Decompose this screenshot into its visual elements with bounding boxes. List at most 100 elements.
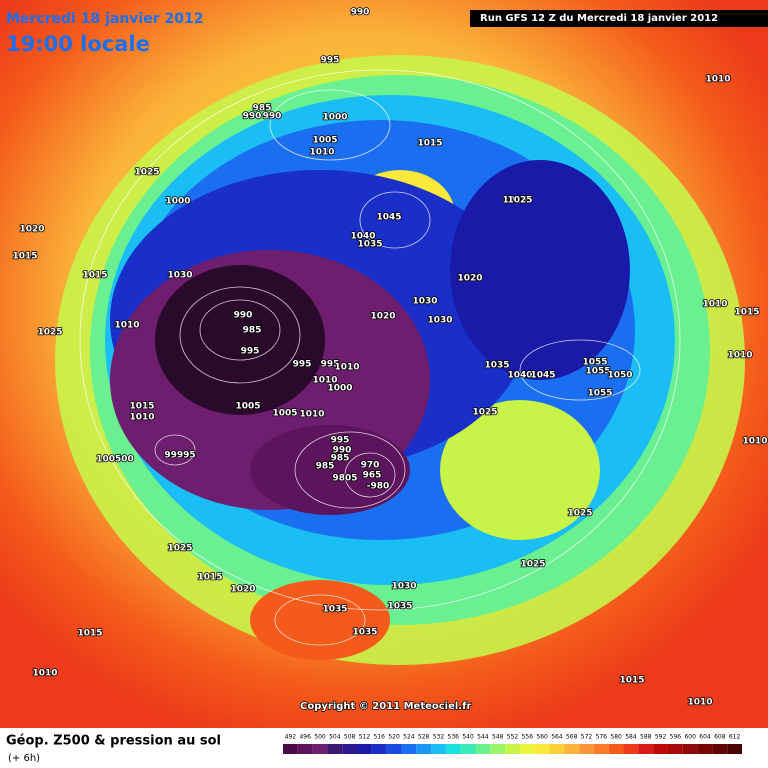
- scale-swatch: [297, 744, 313, 754]
- scale-swatch: [283, 744, 298, 754]
- scale-tick-label: 528: [418, 734, 430, 741]
- isobar-label: 1035: [387, 602, 412, 612]
- isobar-label: 1020: [19, 225, 44, 235]
- isobar-label: 1010: [687, 698, 712, 708]
- isobar-label: 990: [234, 311, 253, 321]
- isobar-lines: [79, 69, 681, 646]
- footer-title: Géop. Z500 & pression au sol: [6, 734, 221, 749]
- contour-band: [250, 425, 410, 515]
- scale-swatch: [475, 744, 491, 754]
- isobar-label: 1025: [502, 196, 527, 206]
- scale-swatch: [371, 744, 387, 754]
- scale-tick-label: 492: [285, 734, 297, 741]
- isobar-label: 995: [331, 436, 350, 446]
- contour-band: [440, 400, 600, 540]
- scale-swatch: [727, 744, 742, 754]
- isobar-label: 1035: [352, 628, 377, 638]
- isobar-label: 1035: [322, 605, 347, 615]
- isobar-label: 1010: [702, 300, 727, 310]
- isobar-label: 1020: [370, 312, 395, 322]
- isobar-label: 1055: [585, 367, 610, 377]
- isobar-label: 1040: [507, 371, 532, 381]
- isobar-label: 985: [331, 454, 350, 464]
- scale-tick-label: 612: [729, 734, 741, 741]
- scale-tick-label: 548: [492, 734, 504, 741]
- isobar-label: 1025: [507, 196, 532, 206]
- scale-tick-label: 604: [699, 734, 711, 741]
- scale-tick-label: 508: [344, 734, 356, 741]
- isobar-label: 1040: [350, 232, 375, 242]
- run-box: [470, 10, 768, 27]
- scale-swatch: [416, 744, 432, 754]
- footer-subtitle: (+ 6h): [8, 753, 40, 764]
- run-info: Run GFS 12 Z du Mercredi 18 janvier 2012: [480, 13, 718, 24]
- scale-swatch: [386, 744, 402, 754]
- scale-tick-label: 504: [329, 734, 341, 741]
- isobar-label: 1015: [82, 271, 107, 281]
- isobar-label: 990: [333, 446, 352, 456]
- isobar-label: 965: [363, 471, 382, 481]
- isobar-label: 1025: [520, 560, 545, 570]
- scale-swatch: [342, 744, 358, 754]
- copyright: Copyright © 2011 Meteociel.fr: [300, 701, 471, 712]
- isobar-label: 1015: [734, 308, 759, 318]
- isobar-label: 990: [263, 112, 282, 122]
- scale-swatch: [519, 744, 535, 754]
- isobar-label: 1010: [114, 321, 139, 331]
- scale-tick-label: 500: [314, 734, 326, 741]
- isobar-label: 1010: [299, 410, 324, 420]
- isobar-label: 1025: [37, 328, 62, 338]
- scale-swatch: [549, 744, 565, 754]
- scale-swatch: [608, 744, 624, 754]
- scale-tick-label: 580: [610, 734, 622, 741]
- scale-swatch: [312, 744, 328, 754]
- scale-swatch: [357, 744, 372, 754]
- isobar-label: 1020: [230, 585, 255, 595]
- scale-swatch: [593, 744, 609, 754]
- isobar-label: 1000: [165, 197, 190, 207]
- isobar-label: 985: [253, 104, 272, 114]
- scale-swatch: [697, 744, 713, 754]
- scale-swatch: [490, 744, 506, 754]
- scale-tick-label: 592: [655, 734, 667, 741]
- time: 19:00 locale: [6, 32, 150, 56]
- isobar-label: 1005: [312, 136, 337, 146]
- isobar-label: 1005: [235, 402, 260, 412]
- contour-band: [250, 580, 390, 660]
- isobar-label: 1000: [327, 384, 352, 394]
- scale-swatch: [431, 744, 446, 754]
- isobar-label: 1010: [309, 148, 334, 158]
- scale-swatch: [327, 744, 343, 754]
- isobar-label: 970: [361, 461, 380, 471]
- scale-tick-label: 556: [522, 734, 534, 741]
- scale-tick-label: 520: [388, 734, 400, 741]
- scale-swatch: [401, 744, 417, 754]
- scale-tick-label: 552: [507, 734, 519, 741]
- isobar-label: 1030: [167, 271, 192, 281]
- isobar-label: 985: [316, 462, 335, 472]
- isobar-label: 1035: [484, 361, 509, 371]
- isobar-label: 1010: [727, 351, 752, 361]
- isobar-label: 99995: [164, 451, 195, 461]
- scale-swatch: [712, 744, 728, 754]
- scale-swatch: [534, 744, 550, 754]
- isobar-label: 100500: [96, 455, 134, 465]
- isobar-label: 1025: [567, 509, 592, 519]
- isobar-label: 1020: [457, 274, 482, 284]
- isobar-label: 1015: [129, 402, 154, 412]
- scale-tick-label: 600: [684, 734, 696, 741]
- isobar-label: 1050: [607, 371, 632, 381]
- isobar-label: 1015: [197, 573, 222, 583]
- contour-band: [155, 265, 325, 415]
- scale-tick-label: 496: [299, 734, 311, 741]
- isobar-label: 1010: [32, 669, 57, 679]
- scale-tick-label: 572: [581, 734, 593, 741]
- isobar-label: 985: [243, 326, 262, 336]
- scale-tick-label: 544: [477, 734, 489, 741]
- isobar-label: 995: [293, 360, 312, 370]
- scale-tick-label: 608: [714, 734, 726, 741]
- isobar-label: 995: [321, 360, 340, 370]
- scale-tick-label: 584: [625, 734, 637, 741]
